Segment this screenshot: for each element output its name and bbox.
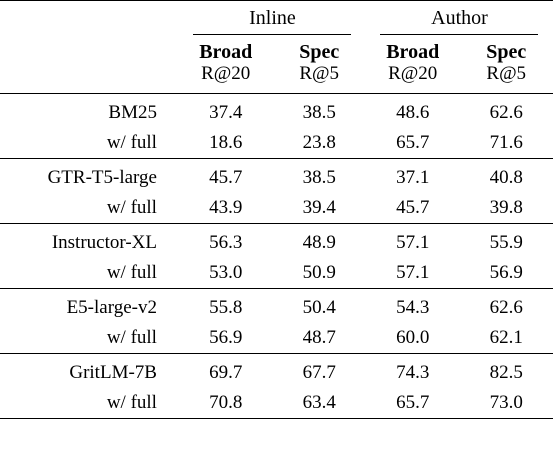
value-cell: 57.1 (396, 232, 430, 253)
model-name: GTR-T5-large (47, 167, 157, 188)
value-cell: 67.7 (302, 362, 336, 383)
value-cell: 48.6 (396, 102, 430, 123)
value-cell: 37.4 (209, 102, 243, 123)
value-cell: 56.9 (209, 327, 243, 348)
model-block-e5-large-v2: E5-large-v2 55.8 50.4 54.3 62.6 w/ full … (0, 288, 553, 354)
value-cell: 40.8 (489, 167, 523, 188)
value-cell: 57.1 (396, 262, 430, 283)
sub-header-name: Spec (299, 41, 340, 63)
table-row: w/ full 18.6 23.8 65.7 71.6 (0, 128, 553, 159)
group-rule-author (380, 34, 539, 35)
sub-header: Spec R@5 (272, 41, 366, 94)
value-cell: 71.6 (489, 132, 523, 153)
model-block-gtr-t5-large: GTR-T5-large 45.7 38.5 37.1 40.8 w/ full… (0, 158, 553, 224)
sub-header-metric: R@20 (388, 63, 438, 84)
value-cell: 56.9 (489, 262, 523, 283)
variant-label: w/ full (106, 262, 157, 283)
table-row: w/ full 53.0 50.9 57.1 56.9 (0, 258, 553, 289)
value-cell: 38.5 (302, 102, 336, 123)
value-cell: 65.7 (396, 392, 430, 413)
value-cell: 45.7 (396, 197, 430, 218)
value-cell: 63.4 (302, 392, 336, 413)
value-cell: 60.0 (396, 327, 430, 348)
group-rule-inline (193, 34, 352, 35)
sub-header-metric: R@20 (201, 63, 251, 84)
value-cell: 62.6 (489, 297, 523, 318)
table-row: GTR-T5-large 45.7 38.5 37.1 40.8 (0, 159, 553, 194)
value-cell: 37.1 (396, 167, 430, 188)
value-cell: 55.9 (489, 232, 523, 253)
table-row: GritLM-7B 69.7 67.7 74.3 82.5 (0, 354, 553, 389)
value-cell: 65.7 (396, 132, 430, 153)
model-name: E5-large-v2 (66, 297, 157, 318)
variant-label: w/ full (106, 132, 157, 153)
value-cell: 56.3 (209, 232, 243, 253)
value-cell: 74.3 (396, 362, 430, 383)
table-row: Instructor-XL 56.3 48.9 57.1 55.9 (0, 224, 553, 259)
value-cell: 45.7 (209, 167, 243, 188)
value-cell: 18.6 (209, 132, 243, 153)
value-cell: 39.8 (489, 197, 523, 218)
table-row: E5-large-v2 55.8 50.4 54.3 62.6 (0, 289, 553, 324)
value-cell: 53.0 (209, 262, 243, 283)
value-cell: 62.6 (489, 102, 523, 123)
model-block-instructor-xl: Instructor-XL 56.3 48.9 57.1 55.9 w/ ful… (0, 223, 553, 289)
table-row: w/ full 43.9 39.4 45.7 39.8 (0, 193, 553, 224)
value-cell: 39.4 (302, 197, 336, 218)
sub-header-name: Broad (199, 41, 253, 63)
sub-header-metric: R@5 (299, 63, 340, 84)
group-header-inline: Inline (179, 1, 366, 41)
table-row: w/ full 70.8 63.4 65.7 73.0 (0, 388, 553, 419)
variant-label: w/ full (106, 392, 157, 413)
group-label-inline: Inline (249, 7, 296, 29)
empty-corner-2 (0, 41, 179, 94)
value-cell: 38.5 (302, 167, 336, 188)
variant-label: w/ full (106, 327, 157, 348)
sub-header-name: Spec (486, 41, 527, 63)
group-header-author: Author (366, 1, 553, 41)
value-cell: 55.8 (209, 297, 243, 318)
model-name: BM25 (108, 102, 157, 123)
empty-corner (0, 1, 179, 41)
model-block-gritlm-7b: GritLM-7B 69.7 67.7 74.3 82.5 w/ full 70… (0, 353, 553, 419)
table-header: Inline Author Broad R@20 Spec R@5 (0, 0, 553, 94)
value-cell: 69.7 (209, 362, 243, 383)
group-label-author: Author (431, 7, 488, 29)
group-header-row: Inline Author (0, 1, 553, 41)
value-cell: 50.9 (302, 262, 336, 283)
value-cell: 48.7 (302, 327, 336, 348)
results-table: Inline Author Broad R@20 Spec R@5 (0, 0, 553, 419)
sub-header-name: Broad (386, 41, 440, 63)
value-cell: 43.9 (209, 197, 243, 218)
sub-header: Broad R@20 (366, 41, 460, 94)
table-row: w/ full 56.9 48.7 60.0 62.1 (0, 323, 553, 354)
sub-header-metric: R@5 (486, 63, 527, 84)
value-cell: 48.9 (302, 232, 336, 253)
sub-header: Broad R@20 (179, 41, 273, 94)
value-cell: 73.0 (489, 392, 523, 413)
sub-header-row: Broad R@20 Spec R@5 Broad R@20 Spec R@5 (0, 41, 553, 94)
model-block-bm25: BM25 37.4 38.5 48.6 62.6 w/ full 18.6 23… (0, 93, 553, 159)
model-name: GritLM-7B (69, 362, 157, 383)
value-cell: 70.8 (209, 392, 243, 413)
value-cell: 50.4 (302, 297, 336, 318)
value-cell: 82.5 (489, 362, 523, 383)
sub-header: Spec R@5 (459, 41, 553, 94)
variant-label: w/ full (106, 197, 157, 218)
model-name: Instructor-XL (51, 232, 157, 253)
value-cell: 54.3 (396, 297, 430, 318)
table-row: BM25 37.4 38.5 48.6 62.6 (0, 94, 553, 129)
value-cell: 23.8 (302, 132, 336, 153)
value-cell: 62.1 (489, 327, 523, 348)
